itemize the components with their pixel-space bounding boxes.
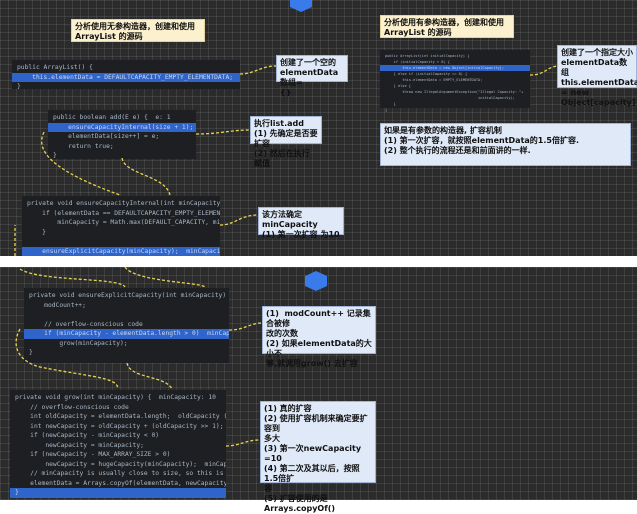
logo-icon (290, 0, 312, 12)
code-line: } (17, 83, 21, 90)
code-line: if (elementData == DEFAULTCAPACITY_EMPTY… (42, 209, 220, 217)
code-ctor: public ArrayList() { this.elementData = … (12, 60, 240, 90)
code-line: minCapacity = Math.max(DEFAULT_CAPACITY,… (57, 219, 220, 226)
note-text: 分析使用无参构造器，创建和使用 ArrayList 的源码 (75, 22, 195, 41)
code-line: return true; (53, 142, 114, 150)
code-line: int oldCapacity = elementData.length; ol… (15, 413, 226, 420)
note-add: 执行list.add (1) 先确定是否要扩容 (2) 然后在执行 赋值 (250, 116, 322, 168)
note-ctor: 创建了一个空的 elementData数组= {} (276, 55, 348, 97)
code-line: } (27, 228, 46, 236)
code-add: public boolean add(E e) { e: 1 ensureCap… (48, 110, 196, 159)
code-line: // overflow-conscious code (15, 403, 129, 411)
note-text: (1) modCount++ 记录集合被修 改的次数 (2) 如果element… (266, 309, 372, 368)
code-line: this.elementData = EMPTY_ELEMENTDATA; (385, 78, 483, 82)
code-line: this.elementData = DEFAULTCAPACITY_EMPTY… (12, 72, 240, 82)
note-text: 执行list.add (1) 先确定是否要扩容 (2) 然后在执行 赋值 (254, 119, 318, 168)
code-line: if (newCapacity - minCapacity < 0) (15, 432, 160, 439)
code-line: private void ensureExplicitCapacity(int … (29, 292, 229, 299)
code-line: ensureExplicitCapacity(minCapacity); min… (22, 246, 220, 256)
code-line: newCapacity = hugeCapacity(minCapacity);… (15, 460, 226, 468)
note-text: 创建了一个空的 elementData数组= {} (280, 58, 339, 97)
code-ensure-capacity-internal: private void ensureCapacityInternal(int … (22, 196, 220, 256)
note-text: 该方法确定minCapacity (1) 第一次扩容 为10 (262, 210, 340, 239)
note-text: (1) 真的扩容 (2) 使用扩容机制来确定要扩容到 多大 (3) 第一次new… (264, 404, 368, 513)
code-line: elementData = Arrays.copyOf(elementData,… (15, 479, 226, 487)
code-ensure-explicit-capacity: private void ensureExplicitCapacity(int … (24, 288, 229, 363)
logo-icon (305, 271, 327, 291)
code-line: private void ensureCapacityInternal(int … (27, 200, 220, 207)
code-line: newCapacity = minCapacity; (15, 441, 144, 449)
code-line: public boolean add(E e) { e: 1 (53, 114, 171, 121)
code-line: } else if (initialCapacity == 0) { (385, 72, 468, 76)
code-line: if (initialCapacity > 0) { (385, 60, 450, 64)
note-text: 创建了一个指定大小 elementData数组 this.elementData… (561, 48, 637, 107)
code-line: grow(minCapacity); (29, 339, 128, 347)
code-line: private void grow(int minCapacity) { min… (15, 394, 216, 401)
code-line: } (385, 108, 388, 112)
code-line: throw new IllegalArgumentException("Ille… (385, 90, 524, 94)
code-line: if (newCapacity - MAX_ARRAY_SIZE > 0) (15, 451, 171, 458)
code-line: modCount++; (29, 301, 86, 309)
code-line: public ArrayList() { (17, 64, 93, 71)
note-text: 分析使用有参构造器，创建和使用 ArrayList 的源码 (384, 18, 504, 37)
note-ensure-capacity-internal: 该方法确定minCapacity (1) 第一次扩容 为10 (258, 207, 344, 239)
code-grow: private void grow(int minCapacity) { min… (10, 390, 226, 498)
note-no-arg-title: 分析使用无参构造器，创建和使用 ArrayList 的源码 (71, 19, 205, 42)
note-ctor-arg: 创建了一个指定大小 elementData数组 this.elementData… (557, 45, 637, 107)
note-with-arg-title: 分析使用有参构造器，创建和使用 ArrayList 的源码 (380, 15, 514, 38)
code-line: } (29, 349, 33, 356)
code-line: // minCapacity is usually close to size,… (15, 470, 226, 477)
note-ensure-explicit-capacity: (1) modCount++ 记录集合被修 改的次数 (2) 如果element… (262, 306, 376, 368)
code-line: // overflow-conscious code (29, 320, 143, 328)
code-line: this.elementData = new Object[initialCap… (380, 65, 530, 71)
code-line: } (10, 488, 226, 498)
code-line: elementData[size++] = e; (53, 133, 160, 140)
code-line: initialCapacity); (385, 96, 515, 100)
code-line (24, 310, 229, 320)
code-line: ensureCapacityInternal(size + 1); (48, 122, 196, 132)
note-grow: (1) 真的扩容 (2) 使用扩容机制来确定要扩容到 多大 (3) 第一次new… (260, 401, 376, 513)
bottom-canvas: private void ensureExplicitCapacity(int … (0, 267, 637, 513)
code-line: public ArrayList(int initialCapacity) { (385, 54, 470, 58)
code-line (22, 237, 220, 247)
code-line: if (minCapacity - elementData.length > 0… (24, 329, 229, 339)
note-text: 如果是有参数的构造器, 扩容机制 (1) 第一次扩容，就按照elementDat… (384, 126, 580, 155)
code-ctor-arg: public ArrayList(int initialCapacity) { … (380, 50, 530, 112)
code-line: } (53, 152, 57, 159)
code-line: int newCapacity = oldCapacity + (oldCapa… (15, 422, 226, 430)
note-mechanism: 如果是有参数的构造器, 扩容机制 (1) 第一次扩容，就按照elementDat… (380, 123, 631, 166)
top-canvas: 分析使用无参构造器，创建和使用 ArrayList 的源码 public Arr… (0, 0, 637, 256)
code-line: } else { (385, 84, 411, 88)
code-line: } (385, 102, 396, 106)
